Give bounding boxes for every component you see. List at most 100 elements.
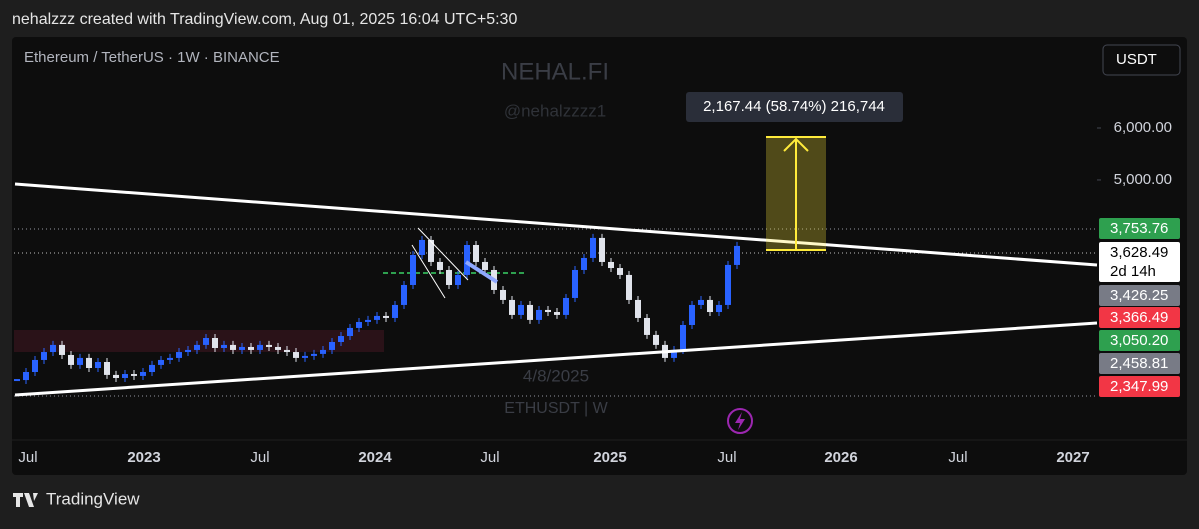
candle (410, 254, 416, 285)
price-badge (1099, 330, 1180, 351)
measure-label: 2,167.44 (58.74%) 216,744 (703, 98, 885, 115)
trendline-lower (14, 321, 1098, 397)
candle (23, 372, 29, 381)
candle (392, 304, 398, 318)
price-badges: 3,753.76 3,628.49 2d 14h 3,426.25 3,366.49 3,… (1099, 218, 1180, 397)
candle (185, 349, 191, 353)
price-badge (1099, 307, 1180, 328)
candle (689, 304, 695, 325)
candle (536, 309, 542, 320)
price-badge-countdown: 2d 14h (1110, 263, 1156, 280)
footer-brand: TradingView (46, 489, 140, 508)
candle (86, 357, 92, 369)
event-icon[interactable] (727, 408, 753, 434)
candle (95, 362, 101, 369)
x-tick-label: Jul (948, 449, 967, 466)
candle (545, 309, 551, 313)
candle (707, 299, 713, 313)
candle (122, 374, 128, 378)
candle (176, 352, 182, 358)
price-badge (1099, 285, 1180, 306)
candle (617, 268, 623, 275)
candle (266, 344, 272, 347)
x-tick-label: Jul (250, 449, 269, 466)
y-tick-label: 5,000.00 (1114, 171, 1172, 188)
candle (653, 334, 659, 345)
candle (293, 352, 299, 358)
flag-line (417, 227, 469, 281)
x-tick-label: 2027 (1056, 449, 1089, 466)
symbol-title: Ethereum / TetherUS · 1W · BINANCE (24, 49, 280, 66)
candle (194, 344, 200, 350)
candle (671, 349, 677, 358)
candle (725, 264, 731, 305)
candle (32, 359, 38, 373)
candle (419, 239, 425, 255)
candle (50, 344, 56, 353)
x-tick-label: 2025 (593, 449, 626, 466)
candle (338, 336, 344, 342)
candle (509, 299, 515, 315)
candle (365, 319, 371, 322)
candle (149, 364, 155, 373)
candle (626, 274, 632, 300)
candle (644, 317, 650, 335)
candle (572, 269, 578, 298)
price-badge-label: 3,753.76 (1110, 220, 1168, 237)
price-badge-label: 3,628.49 (1110, 244, 1168, 261)
candle (59, 344, 65, 355)
range-zone (14, 330, 384, 352)
flag-line (411, 244, 446, 299)
candle (302, 355, 308, 358)
candle (446, 269, 452, 285)
candle (167, 357, 173, 360)
candle (374, 315, 380, 320)
currency-button[interactable] (1102, 44, 1181, 76)
candle (131, 374, 137, 376)
candle (437, 261, 443, 270)
candle (113, 374, 119, 378)
candle (500, 289, 506, 300)
candle (14, 379, 20, 382)
watermark-date: 4/8/2025 (523, 366, 589, 385)
candle (455, 274, 461, 285)
price-badge (1099, 242, 1180, 282)
price-badge-label: 3,366.49 (1110, 309, 1168, 326)
candle (581, 257, 587, 270)
x-tick-label: Jul (717, 449, 736, 466)
candle (716, 304, 722, 313)
measure-tooltip (686, 92, 903, 122)
watermark-brand: NEHAL.FI (501, 58, 609, 85)
candle (158, 359, 164, 365)
candle (599, 237, 605, 262)
candle (248, 346, 254, 350)
price-badge (1099, 353, 1180, 374)
x-tick-label: 2024 (358, 449, 392, 466)
candle (635, 299, 641, 318)
candle (608, 261, 614, 269)
candle (401, 284, 407, 305)
candle (464, 244, 470, 275)
event-icon-bolt (735, 412, 745, 430)
candles (14, 233, 740, 385)
candle (203, 337, 209, 345)
candle (329, 341, 335, 350)
candle (140, 372, 146, 376)
watermark-handle: @nehalzzzz1 (504, 101, 606, 120)
candle (527, 304, 533, 320)
y-tick-label: 6,000.00 (1114, 119, 1172, 136)
candle (680, 324, 686, 350)
x-tick-label: 2023 (127, 449, 160, 466)
candle (347, 327, 353, 337)
candle (221, 344, 227, 348)
candle (734, 245, 740, 265)
trendline-upper (14, 182, 1098, 267)
candle (473, 244, 479, 262)
x-tick-label: Jul (480, 449, 499, 466)
candle (212, 337, 218, 348)
price-badge-label: 3,426.25 (1110, 287, 1168, 304)
candle (311, 353, 317, 356)
currency-button-label[interactable]: USDT (1116, 51, 1157, 68)
candle (563, 297, 569, 315)
candle (284, 349, 290, 353)
